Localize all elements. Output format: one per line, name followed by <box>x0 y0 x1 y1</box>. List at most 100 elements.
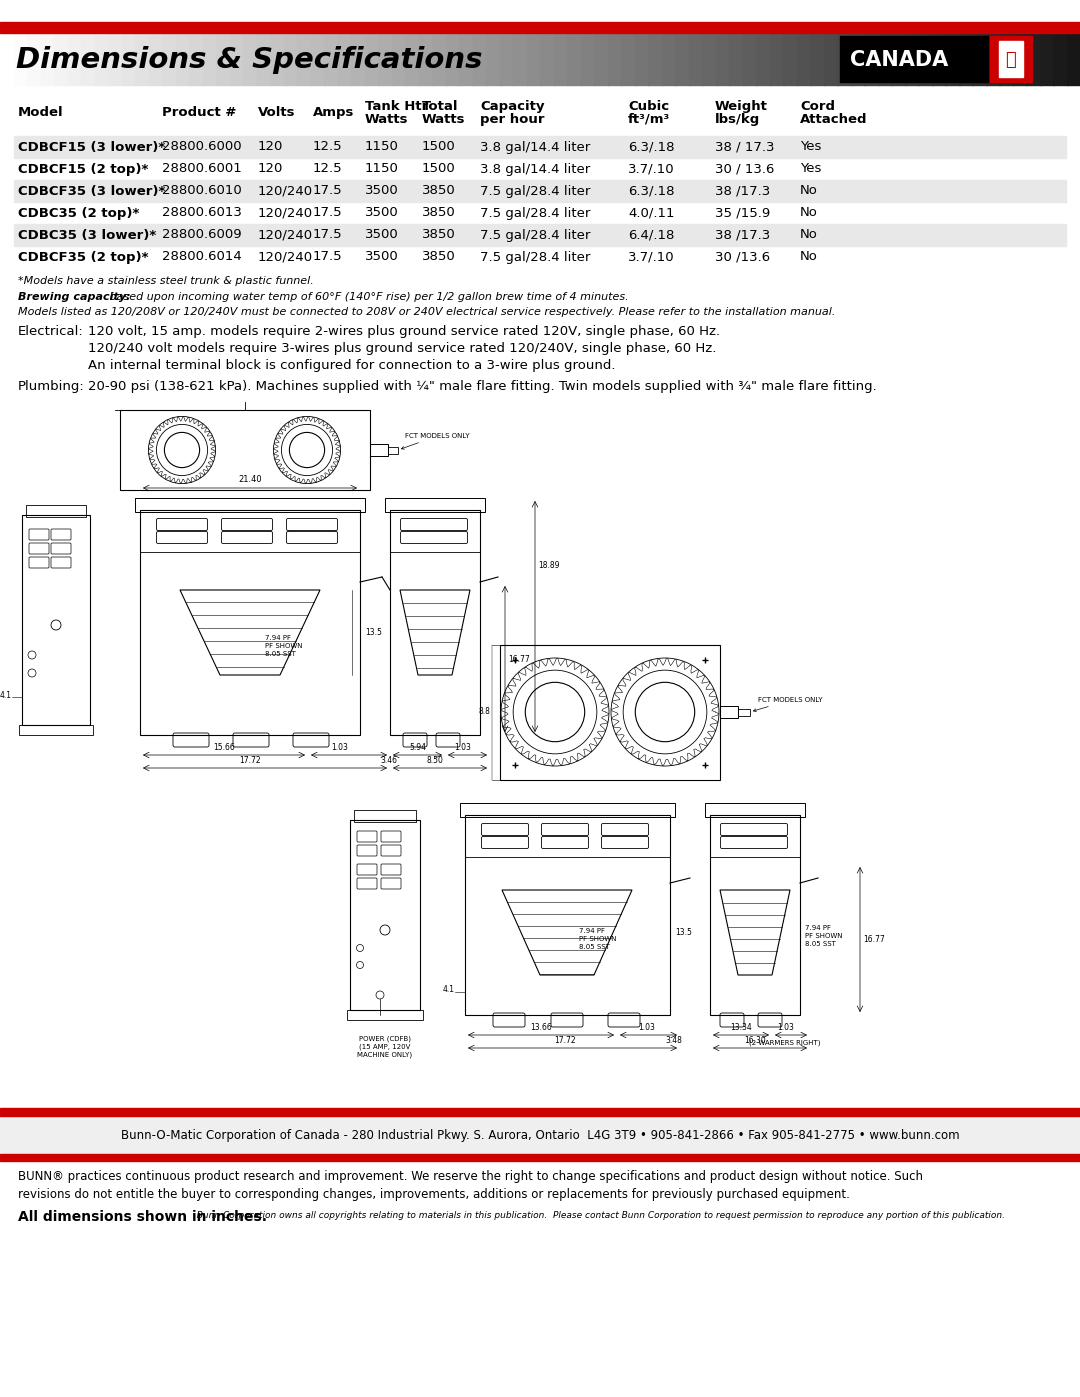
Text: 1.03: 1.03 <box>638 1023 656 1032</box>
Text: 3.48: 3.48 <box>665 1037 681 1045</box>
Bar <box>864 34 878 85</box>
Text: FCT MODELS ONLY: FCT MODELS ONLY <box>402 433 470 450</box>
Text: 3.7/.10: 3.7/.10 <box>627 162 675 176</box>
Bar <box>350 820 420 1010</box>
Bar <box>390 510 480 735</box>
Text: per hour: per hour <box>480 113 544 126</box>
Bar <box>388 447 399 454</box>
Bar <box>162 34 176 85</box>
Bar <box>446 34 460 85</box>
Bar <box>391 34 406 85</box>
Bar <box>459 34 473 85</box>
Text: 28800.6014: 28800.6014 <box>162 250 242 264</box>
Bar <box>257 34 271 85</box>
Bar <box>877 34 892 85</box>
Bar <box>783 34 797 85</box>
Text: 7.5 gal/28.4 liter: 7.5 gal/28.4 liter <box>480 207 591 219</box>
Bar <box>121 34 136 85</box>
Bar <box>581 34 595 85</box>
Bar <box>337 34 352 85</box>
Text: 28800.6009: 28800.6009 <box>162 229 242 242</box>
Text: CDBCF15 (3 lower)*: CDBCF15 (3 lower)* <box>18 141 165 154</box>
Bar <box>67 34 82 85</box>
Bar <box>986 34 1000 85</box>
Bar <box>19 725 93 735</box>
Bar <box>0 1154 1080 1161</box>
Bar <box>499 34 514 85</box>
Text: 120/240: 120/240 <box>258 250 313 264</box>
Text: ft³/m³: ft³/m³ <box>627 113 671 126</box>
Bar <box>607 34 622 85</box>
Text: 120 volt, 15 amp. models require 2-wires plus ground service rated 120V, single : 120 volt, 15 amp. models require 2-wires… <box>87 326 720 338</box>
Text: Weight: Weight <box>715 101 768 113</box>
Text: 120/240: 120/240 <box>258 229 313 242</box>
Bar <box>135 34 149 85</box>
Bar <box>0 22 1080 34</box>
Text: 1500: 1500 <box>422 162 456 176</box>
Text: All dimensions shown in inches.: All dimensions shown in inches. <box>18 1210 267 1224</box>
Bar <box>527 34 541 85</box>
Text: 1.03: 1.03 <box>778 1023 795 1032</box>
Text: 16.77: 16.77 <box>508 655 530 664</box>
Text: 13.34: 13.34 <box>730 1023 752 1032</box>
Bar <box>675 34 689 85</box>
Text: 18.89: 18.89 <box>538 562 559 570</box>
Text: 3850: 3850 <box>422 207 456 219</box>
Text: Yes: Yes <box>800 162 822 176</box>
Bar <box>27 34 41 85</box>
Text: 1150: 1150 <box>365 141 399 154</box>
Bar <box>149 34 163 85</box>
Text: 7.5 gal/28.4 liter: 7.5 gal/28.4 liter <box>480 250 591 264</box>
Text: Bunn-O-Matic Corporation of Canada - 280 Industrial Pkwy. S. Aurora, Ontario  L4: Bunn-O-Matic Corporation of Canada - 280… <box>121 1129 959 1141</box>
Bar <box>465 814 670 1016</box>
Text: CDBC35 (2 top)*: CDBC35 (2 top)* <box>18 207 139 219</box>
Text: CDBCF35 (3 lower)*: CDBCF35 (3 lower)* <box>18 184 165 197</box>
Bar <box>283 34 298 85</box>
Bar <box>13 34 28 85</box>
Bar <box>140 510 360 735</box>
Text: 17.5: 17.5 <box>313 207 342 219</box>
Text: 21.40: 21.40 <box>239 475 261 483</box>
Text: 7.94 PF: 7.94 PF <box>805 925 831 930</box>
Text: 8.05 SST: 8.05 SST <box>579 944 610 950</box>
Bar <box>81 34 95 85</box>
Bar <box>513 34 527 85</box>
Bar <box>135 497 365 511</box>
Text: Capacity: Capacity <box>480 101 544 113</box>
Text: 3500: 3500 <box>365 229 399 242</box>
Text: Cord: Cord <box>800 101 835 113</box>
Text: lbs/kg: lbs/kg <box>715 113 760 126</box>
Text: 7.5 gal/28.4 liter: 7.5 gal/28.4 liter <box>480 229 591 242</box>
Bar <box>661 34 676 85</box>
Bar <box>500 645 720 780</box>
Bar <box>405 34 419 85</box>
Bar <box>743 34 757 85</box>
Bar <box>810 34 824 85</box>
Bar <box>297 34 311 85</box>
Text: 120: 120 <box>258 162 283 176</box>
Text: 3850: 3850 <box>422 250 456 264</box>
Text: No: No <box>800 184 818 197</box>
Text: 12.5: 12.5 <box>313 162 342 176</box>
Text: Bunn Corporation owns all copyrights relating to materials in this publication. : Bunn Corporation owns all copyrights rel… <box>191 1211 1005 1220</box>
Bar <box>738 710 750 717</box>
Bar <box>14 224 1066 246</box>
Text: 3.7/.10: 3.7/.10 <box>627 250 675 264</box>
Bar <box>365 34 379 85</box>
Text: 1.03: 1.03 <box>332 743 349 752</box>
Bar <box>567 34 581 85</box>
Bar <box>347 1010 423 1020</box>
Bar <box>41 34 55 85</box>
Text: 12.5: 12.5 <box>313 141 342 154</box>
Bar <box>999 34 1013 85</box>
Text: 17.5: 17.5 <box>313 184 342 197</box>
Text: 17.72: 17.72 <box>239 756 260 766</box>
Text: 6.3/.18: 6.3/.18 <box>627 184 675 197</box>
Bar <box>354 810 416 821</box>
Bar <box>1053 34 1067 85</box>
Text: Product #: Product # <box>162 106 237 119</box>
Bar <box>311 34 325 85</box>
Bar <box>710 814 800 1016</box>
Text: Amps: Amps <box>313 106 354 119</box>
Text: An internal terminal block is configured for connection to a 3-wire plus ground.: An internal terminal block is configured… <box>87 359 616 372</box>
